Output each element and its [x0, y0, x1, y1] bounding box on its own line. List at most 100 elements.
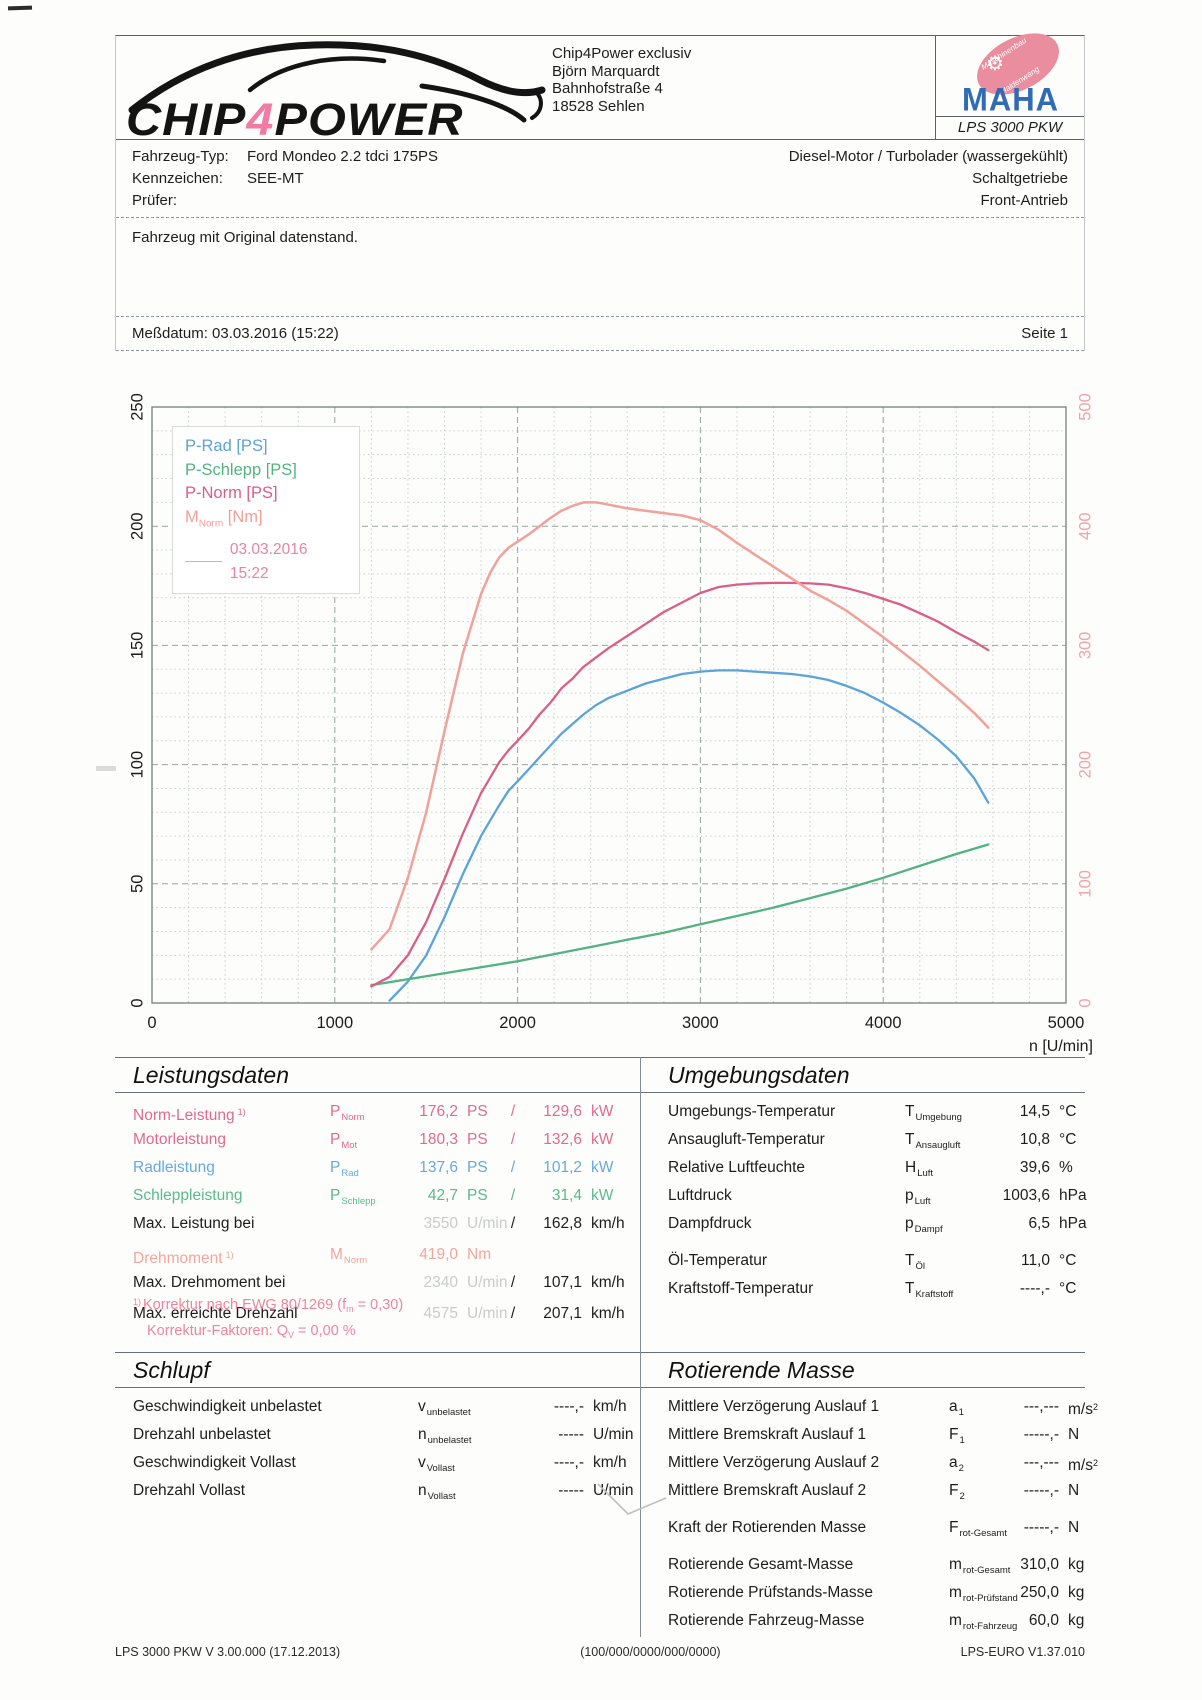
maha-logo: Maschinenbau Haldenwang ⚙ MAHA [936, 20, 1084, 118]
row-symbol: nunbelastet [418, 1426, 472, 1446]
row-group: Drehmoment 1) MNorm 419,0 Nm Max. Drehmoment … [133, 1244, 639, 1294]
table-row: Rotierende Fahrzeug-Masse mrot-Fahrzeug 60… [668, 1610, 1108, 1638]
row-value-alt: 132,6 [543, 1131, 582, 1148]
table-row: Mittlere Bremskraft Auslauf 2 F2 -----,- N [668, 1480, 1108, 1508]
row-symbol: Frot-Gesamt [949, 1519, 1007, 1539]
value-separator: / [510, 1274, 516, 1291]
footnote: Korrektur-Faktoren: QV = 0,00 % [147, 1323, 356, 1340]
vehicle-label: Fahrzeug-Typ: [132, 148, 229, 165]
row-symbol: PMot [330, 1131, 358, 1151]
table-row: Schleppleistung PSchlepp 42,7 PS / 31,4 kW [133, 1185, 639, 1213]
table-row: Max. Drehmoment bei 2340 U/min/ 107,1 km/h [133, 1272, 639, 1294]
row-label: Relative Luftfeuchte [668, 1159, 806, 1176]
row-value: 11,0 [1020, 1252, 1050, 1269]
comment-text: Fahrzeug mit Original datenstand. [132, 229, 358, 246]
legend-label: MNorm [Nm] [185, 507, 263, 529]
row-symbol: a1 [949, 1398, 964, 1418]
row-value: -----,- [1023, 1482, 1059, 1499]
vehicle-label: Prüfer: [132, 192, 178, 209]
table-row: Relative Luftfeuchte HLuft 39,6% [668, 1157, 1098, 1185]
legend-measurement-date: 03.03.2016 15:22 [185, 538, 347, 585]
row-symbol: vunbelastet [418, 1398, 471, 1418]
row-symbol: mrot-Prüfstand [949, 1584, 1018, 1604]
row-symbol: HLuft [905, 1159, 934, 1179]
row-label: Drehzahl unbelastet [133, 1426, 271, 1443]
row-unit: °C [1059, 1280, 1077, 1297]
x-axis-title: n [U/min] [1029, 1038, 1093, 1055]
section-title-umgebungsdaten: Umgebungsdaten [668, 1062, 850, 1088]
row-group: Rotierende Gesamt-Masse mrot-Gesamt 310,0 k… [668, 1554, 1108, 1638]
row-unit: kg [1068, 1612, 1085, 1629]
table-row: Mittlere Verzögerung Auslauf 1 a1 ---,--- m… [668, 1396, 1108, 1424]
row-unit: m/s2 [1068, 1457, 1098, 1474]
row-unit: PS [467, 1187, 488, 1204]
row-value: ----,- [553, 1454, 584, 1471]
row-value: 10,8 [1019, 1131, 1050, 1148]
footer-software: LPS-EURO V1.37.010 [960, 1645, 1085, 1659]
row-label: Max. Leistung bei [133, 1215, 255, 1232]
row-symbol: TAnsaugluft [905, 1131, 961, 1151]
vehicle-row: Fahrzeug-Typ: Ford Mondeo 2.2 tdci 175PS D… [132, 146, 1068, 168]
schlupf-table: Geschwindigkeit unbelastet vunbelastet ---… [133, 1396, 639, 1517]
table-row: Kraft der Rotierenden Masse Frot-Gesamt --… [668, 1517, 1108, 1545]
row-symbol: TÖl [905, 1252, 925, 1272]
y-right-tick-label: 400 [1076, 512, 1094, 540]
row-label: Mittlere Bremskraft Auslauf 1 [668, 1426, 867, 1443]
row-unit: m/s2 [1068, 1401, 1098, 1418]
row-value: ----- [558, 1426, 584, 1443]
report-document: CHIP4POWER Chip4Power exclusiv Björn Marq… [115, 20, 1085, 351]
value-separator: / [510, 1131, 516, 1148]
row-unit: hPa [1059, 1187, 1087, 1204]
row-label: Rotierende Gesamt-Masse [668, 1556, 854, 1573]
value-separator [504, 1244, 522, 1272]
row-unit: PS [467, 1103, 488, 1120]
row-unit-alt: km/h [591, 1274, 625, 1291]
report-header: CHIP4POWER Chip4Power exclusiv Björn Marq… [116, 20, 1084, 145]
row-unit: N [1068, 1426, 1080, 1443]
car-silhouette-icon [128, 41, 546, 123]
table-row: Drehzahl Vollast nVollast ----- U/min [133, 1480, 639, 1508]
legend-item: P-Norm [PS] [185, 482, 347, 506]
row-value-alt: 129,6 [543, 1103, 582, 1120]
legend-label: P-Schlepp [PS] [185, 460, 297, 479]
value-separator: / [510, 1215, 516, 1232]
x-tick-label: 3000 [682, 1014, 719, 1032]
x-tick-label: 1000 [316, 1014, 353, 1032]
x-tick-label: 2000 [499, 1014, 536, 1032]
row-value: -----,- [1023, 1519, 1059, 1536]
row-unit: °C [1059, 1131, 1077, 1148]
device-model-label: LPS 3000 PKW [957, 119, 1063, 136]
contact-line: Chip4Power exclusiv [552, 45, 692, 62]
correction-footnotes: 1) Korrektur nach EWG 80/1269 (fm = 0,30)… [133, 1291, 403, 1346]
legend-item: MNorm [Nm] [185, 506, 347, 536]
y-left-tick-label: 200 [128, 512, 146, 540]
row-label: Rotierende Fahrzeug-Masse [668, 1612, 865, 1629]
table-row: Mittlere Verzögerung Auslauf 2 a2 ---,--- m… [668, 1452, 1108, 1480]
row-label: Dampfdruck [668, 1215, 752, 1232]
y-right-tick-label: 0 [1076, 998, 1094, 1007]
table-row: Radleistung PRad 137,6 PS / 101,2 kW [133, 1157, 639, 1185]
row-group: Kraft der Rotierenden Masse Frot-Gesamt --… [668, 1517, 1108, 1545]
row-unit: U/min [593, 1426, 634, 1443]
table-row: Geschwindigkeit unbelastet vunbelastet ---… [133, 1396, 639, 1424]
row-symbol: mrot-Gesamt [949, 1556, 1011, 1576]
table-row: Mittlere Bremskraft Auslauf 1 F1 -----,- N [668, 1424, 1108, 1452]
series-m-norm-nm- [370, 501, 990, 951]
row-unit-alt: kW [591, 1187, 614, 1204]
row-unit: PS [467, 1131, 488, 1148]
logo-wordmark: CHIP4POWER [126, 94, 464, 146]
section-title-rotierende-masse: Rotierende Masse [668, 1357, 855, 1383]
logo-text-post: POWER [274, 94, 464, 145]
legend-date-text: 03.03.2016 15:22 [229, 541, 308, 582]
row-value: 42,7 [427, 1187, 458, 1204]
row-label: Mittlere Verzögerung Auslauf 2 [668, 1454, 880, 1471]
value-separator: / [510, 1305, 516, 1322]
row-symbol: TUmgebung [905, 1103, 962, 1123]
row-value: 1003,6 [1002, 1187, 1050, 1204]
row-label: Umgebungs-Temperatur [668, 1103, 836, 1120]
y-right-tick-label: 500 [1076, 393, 1094, 421]
report-footer: LPS 3000 PKW V 3.00.000 (17.12.2013) (10… [115, 1645, 1085, 1659]
row-label: Mittlere Bremskraft Auslauf 2 [668, 1482, 867, 1499]
row-value: -----,- [1023, 1426, 1059, 1443]
table-row: Umgebungs-Temperatur TUmgebung 14,5 °C [668, 1101, 1098, 1129]
